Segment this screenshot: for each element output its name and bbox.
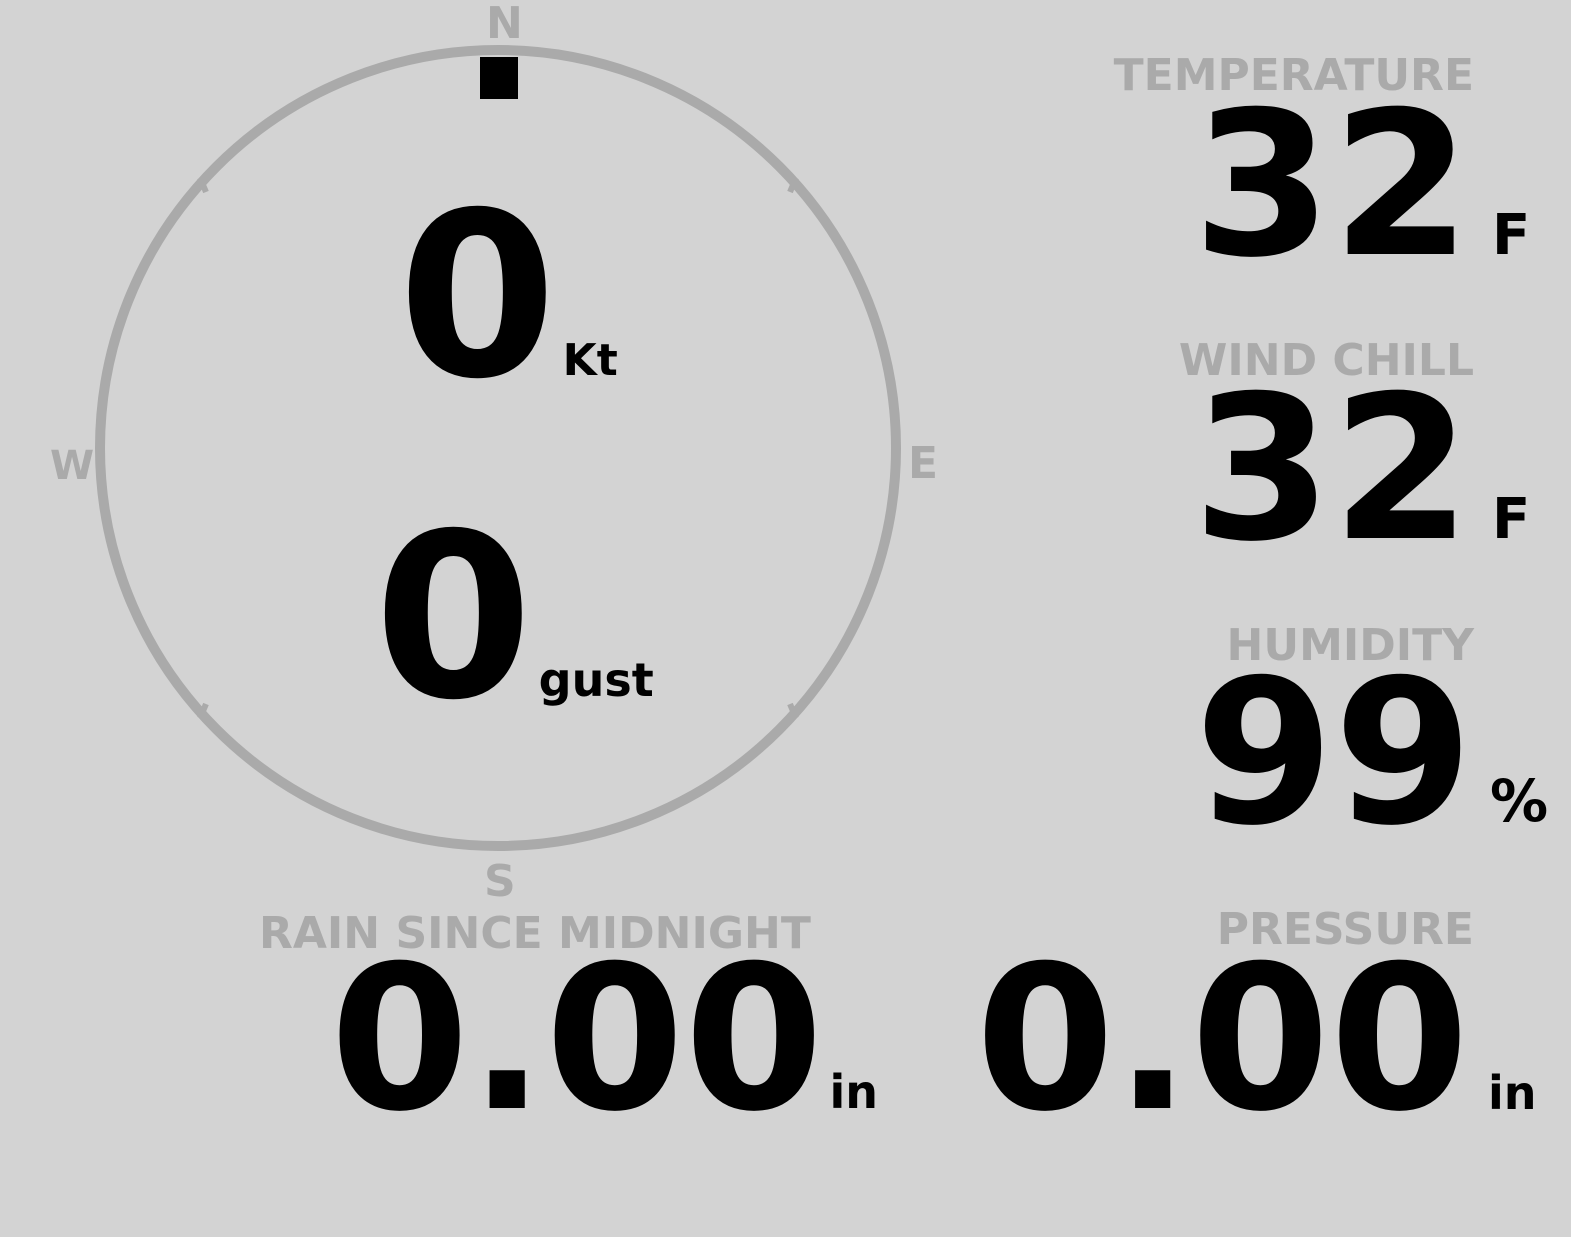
humidity-label: HUMIDITY bbox=[1226, 620, 1474, 671]
compass-east-label: E bbox=[908, 438, 939, 489]
pressure-unit: in bbox=[1488, 1066, 1537, 1120]
wind-speed-value: 0 bbox=[398, 163, 557, 429]
compass-ticks bbox=[197, 176, 799, 720]
wind-gust-unit: gust bbox=[538, 653, 654, 707]
humidity-unit: % bbox=[1490, 767, 1549, 835]
rain-unit: in bbox=[829, 1065, 878, 1119]
compass-west-label: W bbox=[50, 443, 95, 489]
compass-tick bbox=[787, 702, 799, 720]
wind-chill-label: WIND CHILL bbox=[1178, 335, 1474, 386]
compass-ring bbox=[95, 45, 901, 851]
temperature-value: 32 bbox=[1192, 69, 1471, 302]
wind-direction-indicator bbox=[480, 57, 518, 99]
humidity-value: 99 bbox=[1194, 637, 1473, 870]
temperature-label: TEMPERATURE bbox=[1113, 50, 1474, 101]
compass-south-label: S bbox=[484, 856, 516, 907]
wind-gust-readout: 0 gust bbox=[374, 484, 654, 750]
wind-gust-value: 0 bbox=[374, 484, 533, 750]
wind-chill-value: 32 bbox=[1192, 353, 1471, 586]
compass-tick bbox=[787, 176, 799, 194]
rain-value: 0.00 bbox=[330, 923, 824, 1156]
rain-label: RAIN SINCE MIDNIGHT bbox=[259, 908, 811, 959]
temperature-unit: F bbox=[1492, 203, 1531, 268]
rain-readout: 0.00 in bbox=[330, 923, 878, 1156]
pressure-label: PRESSURE bbox=[1216, 904, 1474, 955]
pressure-value: 0.00 bbox=[975, 923, 1469, 1156]
compass-tick bbox=[197, 702, 209, 720]
compass-tick bbox=[197, 176, 209, 194]
wind-speed-unit: Kt bbox=[562, 335, 618, 386]
wind-speed-readout: 0 Kt bbox=[398, 163, 618, 429]
wind-chill-unit: F bbox=[1492, 487, 1531, 552]
compass-north-label: N bbox=[486, 0, 523, 49]
